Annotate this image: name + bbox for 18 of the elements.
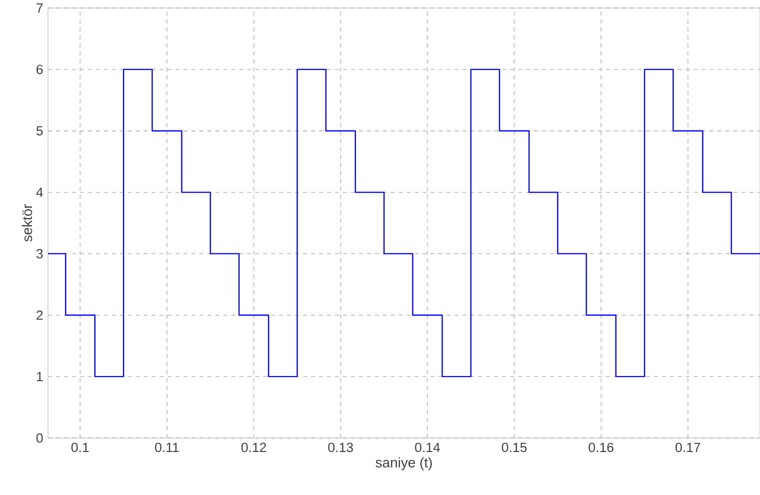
x-tick-label: 0.16 [588, 442, 614, 452]
x-axis-title: saniye (t) [376, 457, 432, 470]
x-tick-label: 0.14 [415, 442, 440, 452]
x-tick-label: 0.11 [155, 442, 179, 452]
y-tick-label: 7 [36, 3, 43, 13]
y-tick-label: 5 [36, 126, 43, 136]
x-tick-label: 0.1 [71, 442, 89, 452]
y-tick-label: 3 [36, 249, 43, 258]
y-tick-label: 0 [36, 433, 43, 443]
y-axis-title: sektör [22, 204, 32, 242]
y-tick-label: 4 [36, 188, 43, 197]
y-tick-label: 6 [36, 64, 43, 74]
x-tick-label: 0.17 [676, 442, 700, 452]
y-tick-label: 1 [36, 372, 43, 382]
y-tick-label: 2 [36, 310, 43, 320]
x-tick-label: 0.15 [502, 442, 527, 452]
x-tick-label: 0.13 [328, 442, 353, 452]
x-tick-label: 0.12 [241, 442, 266, 452]
